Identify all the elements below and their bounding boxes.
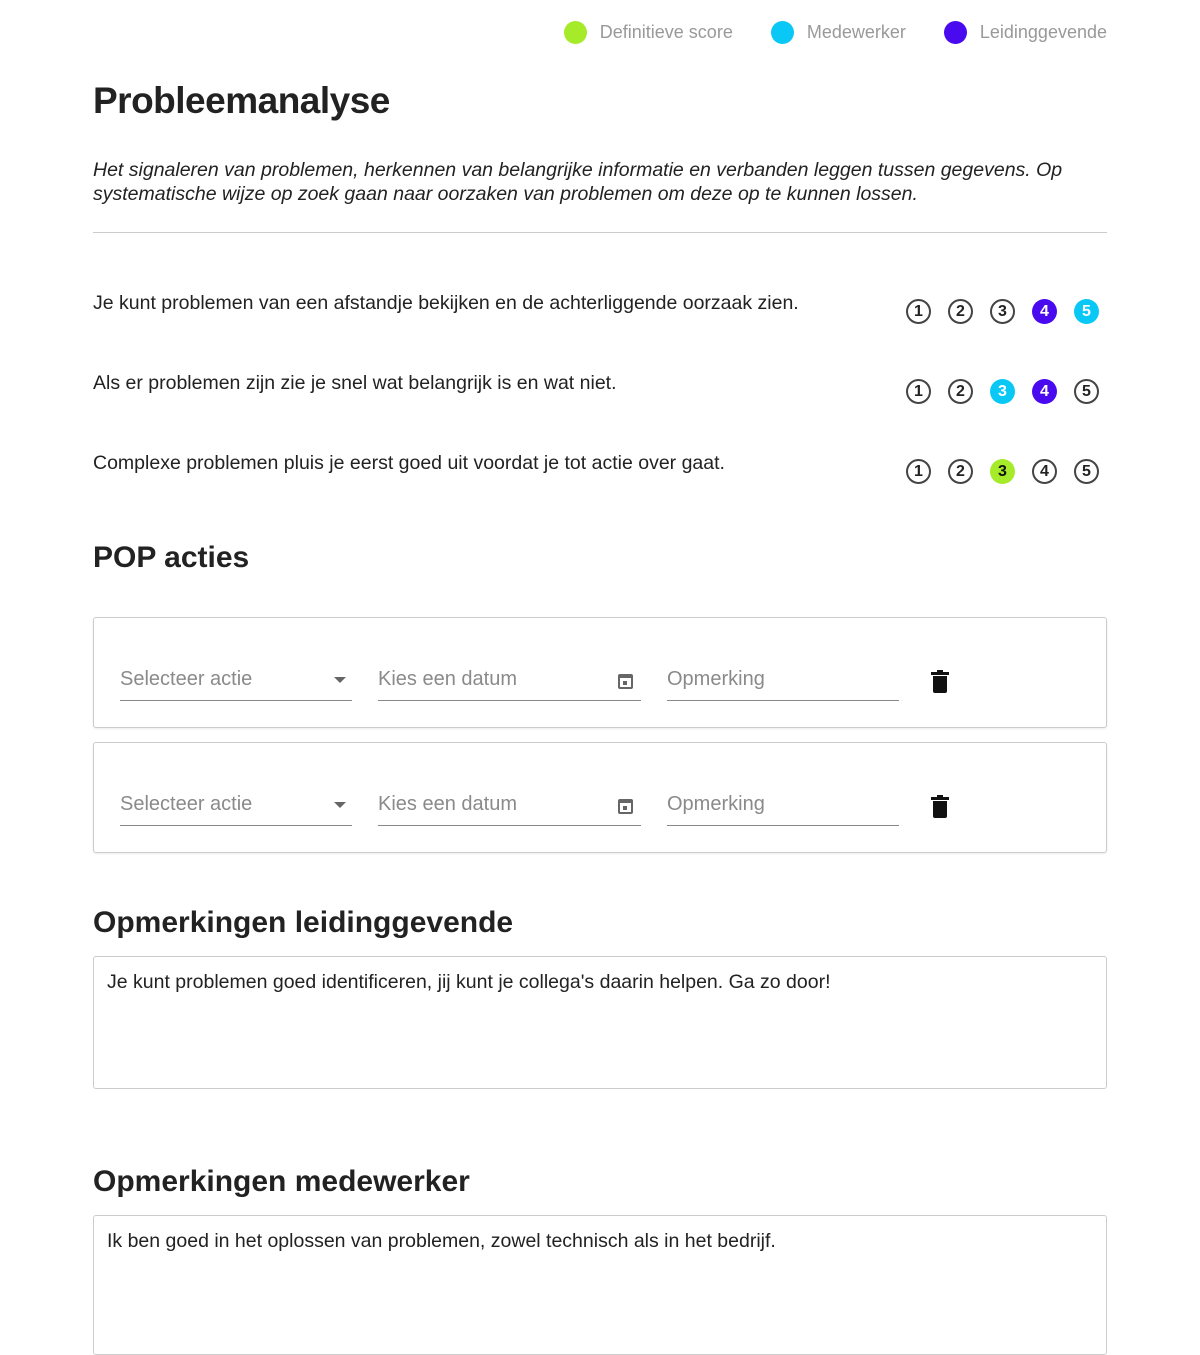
legend-item-leidinggevende: Leidinggevende [943,21,1107,44]
delete-icon[interactable] [931,670,949,694]
pop-heading: POP acties [93,541,250,574]
score-option-3[interactable]: 3 [990,459,1015,484]
action-select[interactable]: Selecteer actie [120,666,352,701]
question-row: Complexe problemen pluis je eerst goed u… [93,452,1107,502]
employee-comments-textarea[interactable]: Ik ben goed in het oplossen van probleme… [93,1215,1107,1355]
question-text: Complexe problemen pluis je eerst goed u… [93,452,725,474]
leidinggevende-dot-icon [943,21,967,44]
description: Het signaleren van problemen, herkennen … [93,159,1063,205]
manager-comments-textarea[interactable]: Je kunt problemen goed identificeren, ji… [93,956,1107,1089]
score-option-2[interactable]: 2 [948,459,973,484]
calendar-icon[interactable] [618,674,633,689]
score-option-4[interactable]: 4 [1032,299,1057,324]
score-option-1[interactable]: 1 [906,299,931,324]
date-input[interactable]: Kies een datum [378,666,641,701]
medewerker-dot-icon [770,21,794,44]
date-input[interactable]: Kies een datum [378,791,641,826]
remark-input[interactable]: Opmerking [667,666,899,701]
score-option-3[interactable]: 3 [990,379,1015,404]
calendar-icon[interactable] [618,799,633,814]
definitief-dot-icon [563,21,587,44]
score-option-5[interactable]: 5 [1074,379,1099,404]
score-option-2[interactable]: 2 [948,379,973,404]
legend-item-medewerker: Medewerker [770,21,906,44]
employee-comments-heading: Opmerkingen medewerker [93,1165,470,1198]
question-row: Als er problemen zijn zie je snel wat be… [93,372,1107,422]
score-option-2[interactable]: 2 [948,299,973,324]
divider [93,232,1107,233]
pop-action-card: Selecteer actie Kies een datum Opmerking [93,617,1107,728]
question-row: Je kunt problemen van een afstandje beki… [93,292,1107,342]
score-option-4[interactable]: 4 [1032,459,1057,484]
score-option-5[interactable]: 5 [1074,299,1099,324]
score-option-3[interactable]: 3 [990,299,1015,324]
score-option-1[interactable]: 1 [906,459,931,484]
question-text: Als er problemen zijn zie je snel wat be… [93,372,617,394]
score-legend: Definitieve score Medewerker Leidinggeve… [563,21,1107,44]
chevron-down-icon [334,802,346,808]
score-option-4[interactable]: 4 [1032,379,1057,404]
chevron-down-icon [334,677,346,683]
remark-input[interactable]: Opmerking [667,791,899,826]
legend-item-definitief: Definitieve score [563,21,733,44]
delete-icon[interactable] [931,795,949,819]
page-title: Probleemanalyse [93,80,390,121]
score-option-1[interactable]: 1 [906,379,931,404]
pop-action-card: Selecteer actie Kies een datum Opmerking [93,742,1107,853]
score-option-5[interactable]: 5 [1074,459,1099,484]
manager-comments-heading: Opmerkingen leidinggevende [93,906,514,939]
question-text: Je kunt problemen van een afstandje beki… [93,292,799,314]
action-select[interactable]: Selecteer actie [120,791,352,826]
